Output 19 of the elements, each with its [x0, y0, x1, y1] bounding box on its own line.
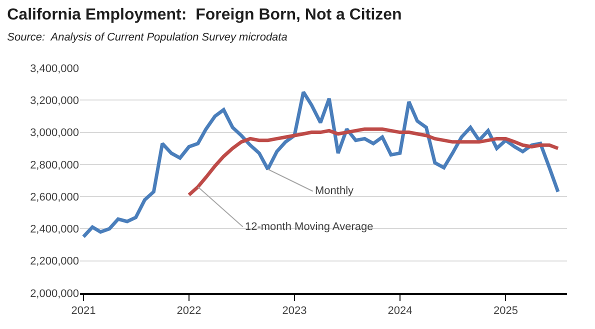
annotation: Monthly	[315, 185, 354, 197]
y-tick-label: 3,400,000	[30, 62, 79, 75]
y-tick-label: 2,000,000	[30, 288, 79, 300]
x-tick-label: 2024	[388, 304, 412, 317]
chart-subtitle: Source: Analysis of Current Population Survey microdata	[7, 32, 288, 44]
y-tick-label: 2,400,000	[30, 224, 79, 236]
x-tick-label: 2023	[282, 304, 307, 317]
y-tick-label: 2,800,000	[30, 159, 79, 172]
annotation: 12-month Moving Average	[245, 221, 374, 233]
y-tick-label: 2,600,000	[30, 191, 79, 204]
y-tick-label: 3,000,000	[30, 127, 79, 140]
chart-title: California Employment: Foreign Born, Not a Citizen	[7, 6, 402, 24]
x-tick-label: 2025	[493, 304, 518, 317]
line-series	[187, 127, 560, 197]
x-tick-label: 2022	[176, 304, 202, 317]
x-tick-label: 2021	[71, 304, 96, 317]
y-tick-label: 2,200,000	[30, 256, 79, 268]
line-series	[82, 90, 560, 238]
y-tick-label: 3,200,000	[30, 94, 79, 107]
